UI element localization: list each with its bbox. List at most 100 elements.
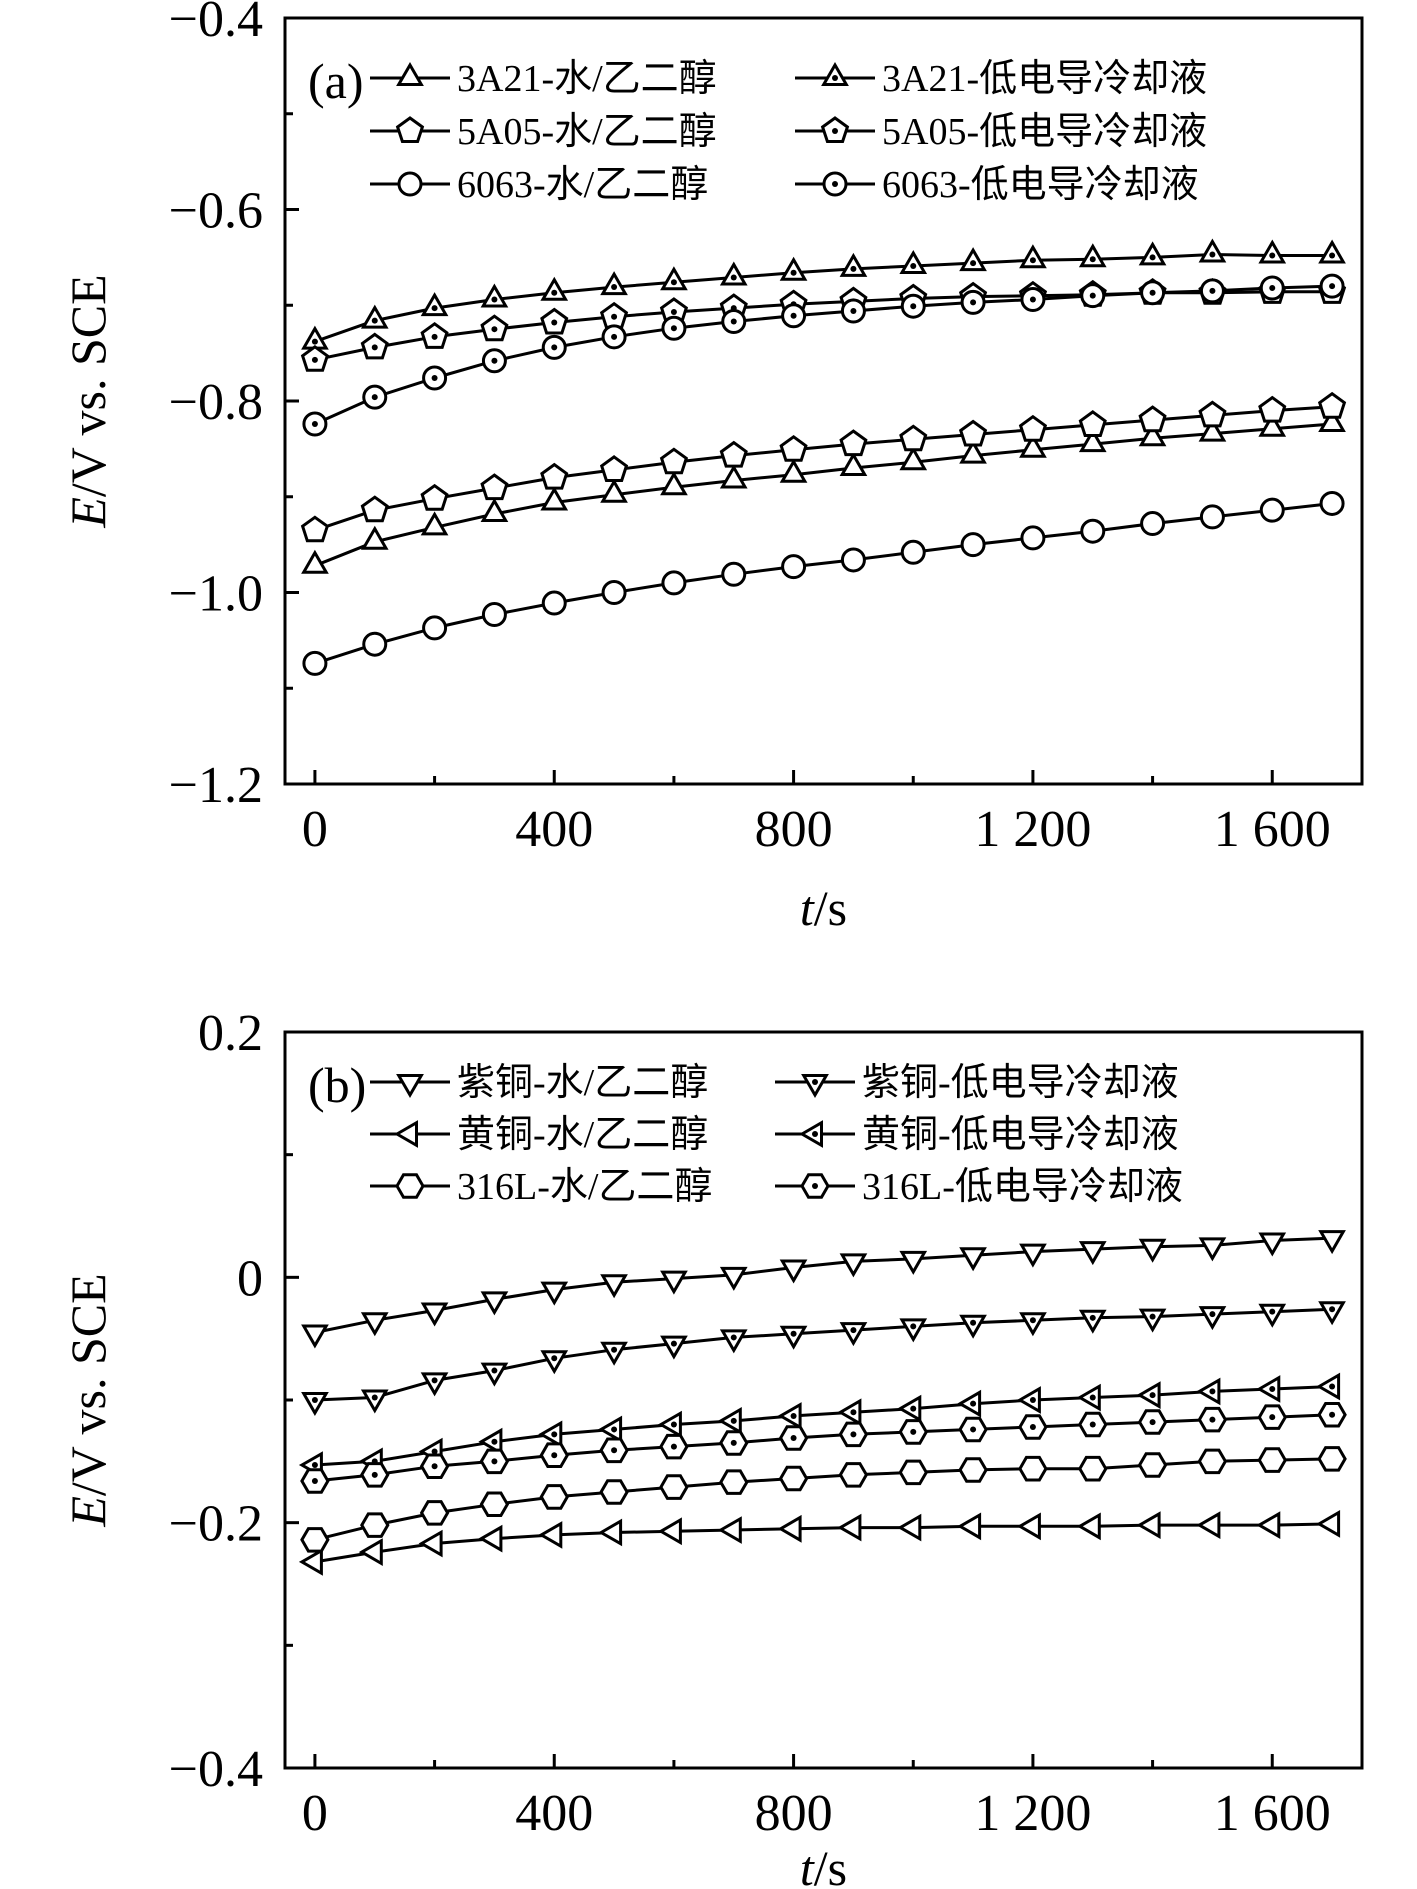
panel-a-series-2-point-shape: [1198, 400, 1227, 428]
panel-b-label: (b): [308, 1057, 366, 1113]
panel-a-series-1-point-dot: [371, 317, 378, 324]
panel-a-series-1-point-shape: [719, 261, 748, 286]
panel-a-series-0-point: [719, 464, 748, 489]
panel-b-series-5-point-dot: [431, 1463, 438, 1470]
panel-a-x-tick-label: 400: [515, 801, 593, 858]
panel-b-legend-item: 紫铜-低电导冷却液: [775, 1062, 1179, 1104]
panel-a-series-1: [301, 238, 1346, 350]
panel-a-series-0-point: [839, 451, 868, 476]
panel-a-series-2-point-shape: [899, 424, 928, 452]
panel-b-series-3-point-shape: [777, 1402, 802, 1430]
panel-b-series-0-point: [719, 1266, 748, 1291]
panel-b-series-3-point-shape: [1196, 1377, 1221, 1406]
panel-b-series-0-point: [1078, 1241, 1107, 1266]
panel-a-series-0-point: [660, 471, 688, 496]
panel-a-series-0-point-shape: [1258, 412, 1287, 437]
panel-b-series-3-point: [777, 1402, 802, 1430]
panel-b-series-1-point-dot: [1149, 1313, 1156, 1320]
panel-a-series-0-point-shape: [600, 478, 628, 503]
panel-a-series-1-point-shape: [1318, 239, 1346, 264]
panel-b-series-1-point-shape: [1019, 1312, 1047, 1337]
panel-b-series-3-point-shape: [538, 1420, 563, 1449]
panel-b-series-1-point-shape: [779, 1325, 808, 1350]
panel-b-series-5-point: [419, 1453, 450, 1479]
panel-b-series-1-point-shape: [959, 1314, 987, 1339]
panel-a-series-2-point-shape: [540, 462, 569, 490]
panel-a-series-1-point-dot: [311, 338, 318, 345]
panel-b-series-5-line: [314, 1413, 1333, 1483]
panel-a-series-2-point: [719, 440, 748, 468]
panel-b-series-4-point-shape: [300, 1527, 330, 1553]
panel-b-series-1-point-dot: [730, 1334, 737, 1341]
panel-a-series-5-point: [362, 384, 388, 410]
panel-b-series-4-point-shape: [1317, 1446, 1347, 1472]
panel-a-series-4-point-shape: [601, 580, 627, 605]
panel-b-series-5-point: [539, 1442, 570, 1468]
panel-b-series-2-point-shape: [538, 1521, 563, 1549]
panel-b-series-3-point-shape: [897, 1394, 922, 1423]
panel-b-series-0-line: [314, 1236, 1333, 1334]
panel-a-series-0-point-shape: [301, 549, 329, 574]
panel-b-series-3-point-dot: [311, 1462, 318, 1469]
panel-b-series-3-point-dot: [1329, 1383, 1336, 1390]
panel-a-series-0-point-shape: [1019, 433, 1047, 458]
panel-b-series-1-point: [959, 1314, 987, 1339]
panel-a-series-5-line: [314, 284, 1333, 426]
panel-a-series-5-point: [1080, 283, 1106, 309]
panel-a-series-3-point: [360, 332, 389, 360]
panel-a-series-5-point-dot: [1149, 289, 1156, 296]
panel-b-series-1-point: [660, 1335, 688, 1360]
panel-b-series-3-point: [478, 1427, 503, 1456]
panel-a-series-1-point: [1258, 239, 1287, 264]
panel-b-series-1-point-dot: [790, 1330, 797, 1337]
panel-b-series-5-point: [838, 1421, 869, 1448]
panel-a-series-3-point: [420, 321, 449, 349]
panel-a-series-0-point-shape: [1138, 422, 1167, 447]
panel-b-series-1-point-dot: [611, 1346, 618, 1353]
panel-b-series-2-point: [777, 1514, 802, 1543]
panel-b-series-5-point-dot: [311, 1477, 318, 1484]
panel-b-legend-marker-dot: [812, 1183, 818, 1189]
panel-b-series-1-point-dot: [371, 1394, 378, 1401]
panel-b-series-1-point: [719, 1329, 748, 1354]
panel-a-series-1-point: [1019, 244, 1047, 269]
panel-a-series-0-point-shape: [719, 464, 748, 489]
panel-a-series-2-point: [300, 515, 330, 543]
panel-a-series-5-point: [1259, 275, 1285, 301]
panel-b-series-1-point-shape: [660, 1335, 688, 1360]
panel-a-x-tick-label: 1 600: [1214, 801, 1331, 858]
panel-a-series-4-point-shape: [1319, 490, 1345, 516]
panel-a-series-3-point: [300, 344, 330, 372]
panel-b-legend-marker: [394, 1120, 418, 1148]
panel-a-series-5-point: [541, 334, 567, 360]
panel-a-series-1-point-dot: [1329, 252, 1336, 259]
panel-b-series-5: [300, 1402, 1347, 1494]
panel-a-series-5-point-dot: [910, 303, 917, 310]
panel-b-x-tick-label: 1 200: [974, 1785, 1091, 1842]
panel-b-x-tick-label: 800: [755, 1785, 833, 1842]
panel-a-series-5-point-dot: [551, 344, 558, 351]
panel-a-series-1-point-shape: [1019, 244, 1047, 269]
panel-b-series-4-point-shape: [898, 1459, 929, 1486]
panel-b-series-2-point-shape: [837, 1513, 862, 1542]
panel-a-series-5-point: [721, 309, 747, 335]
panel-a-series-4-line: [314, 502, 1333, 665]
panel-a-x-tick-label: 0: [302, 801, 328, 858]
panel-b-series-1-point: [301, 1392, 329, 1417]
panel-a-series-5-point: [302, 411, 328, 437]
panel-b-legend-item: 316L-低电导冷却液: [775, 1166, 1183, 1208]
panel-a-series-0-line: [314, 422, 1333, 568]
panel-a-series-5-point-dot: [1089, 292, 1096, 299]
panel-a-series-1-point: [1198, 238, 1227, 263]
panel-b-series-4-point-shape: [1197, 1448, 1228, 1475]
panel-a: 0 400 800 1 200 1 600 −1.2 −1.0 −0.8 −0.6 −0.4 (a…: [60, 0, 1364, 936]
panel-b-series-1-point-dot: [670, 1340, 677, 1347]
panel-b-series-5-point-dot: [1149, 1419, 1156, 1426]
panel-b-series-5-point-dot: [670, 1443, 677, 1450]
panel-a-series-2-point-shape: [719, 440, 748, 468]
panel-b-x-tick-label: 1 600: [1214, 1785, 1331, 1842]
panel-a-series-2: [300, 391, 1347, 543]
panel-b-series-2-line: [314, 1522, 1333, 1564]
panel-a-series-4: [302, 490, 1345, 676]
panel-b-series-3-point-shape: [837, 1398, 862, 1427]
